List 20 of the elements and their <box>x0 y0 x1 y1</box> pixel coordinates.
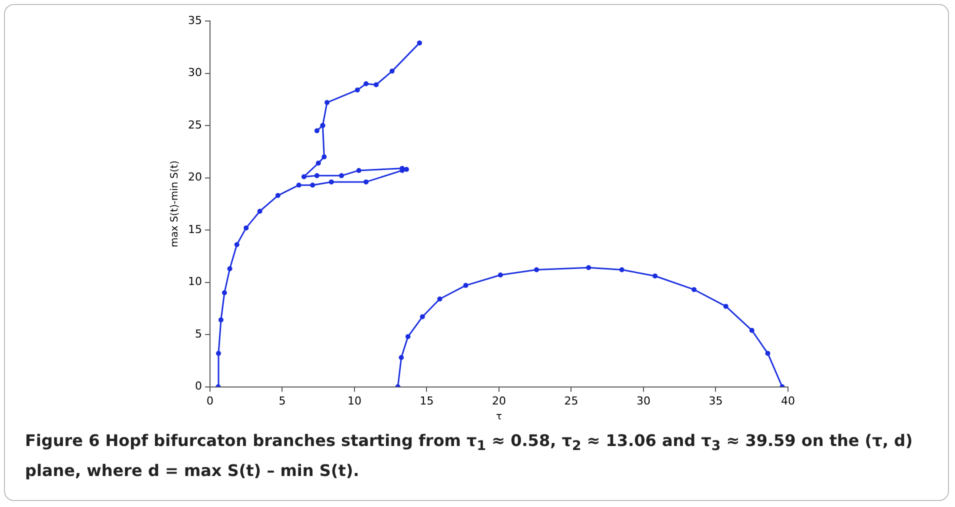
x-tick-label: 25 <box>564 394 578 408</box>
text: Figure 6 Hopf bifurcaton branches starting from τ$_{1}$ ≈ 0.58, τ$_{2}$ ≈ 13.06 and τ$_{3}$ ≈ 39.59 on the (τ, d) plane, where d = max S(t) – min S(t). <box>25 431 913 480</box>
y-tick-label: 20 <box>188 170 202 184</box>
x-tick-label: 20 <box>492 394 506 408</box>
y-tick-label: 30 <box>188 66 202 80</box>
x-axis-title: τ <box>496 412 502 423</box>
x-tick-label: 35 <box>708 394 723 408</box>
x-tick-label: 10 <box>348 394 362 408</box>
x-tick-label: 5 <box>278 394 286 408</box>
x-tick-label: 15 <box>420 394 434 408</box>
x-tick-label: 0 <box>206 394 214 408</box>
y-tick-label: 15 <box>188 222 202 236</box>
y-tick-label: 0 <box>194 380 202 393</box>
y-tick-label: 10 <box>188 275 202 288</box>
x-tick-label: 30 <box>636 394 650 408</box>
y-tick-label: 35 <box>188 14 202 27</box>
y-axis-title: max S(t)-min S(t) <box>170 160 181 248</box>
y-tick-label: 5 <box>194 327 202 340</box>
y-tick-label: 25 <box>188 118 202 132</box>
x-tick-label: 40 <box>781 394 795 408</box>
